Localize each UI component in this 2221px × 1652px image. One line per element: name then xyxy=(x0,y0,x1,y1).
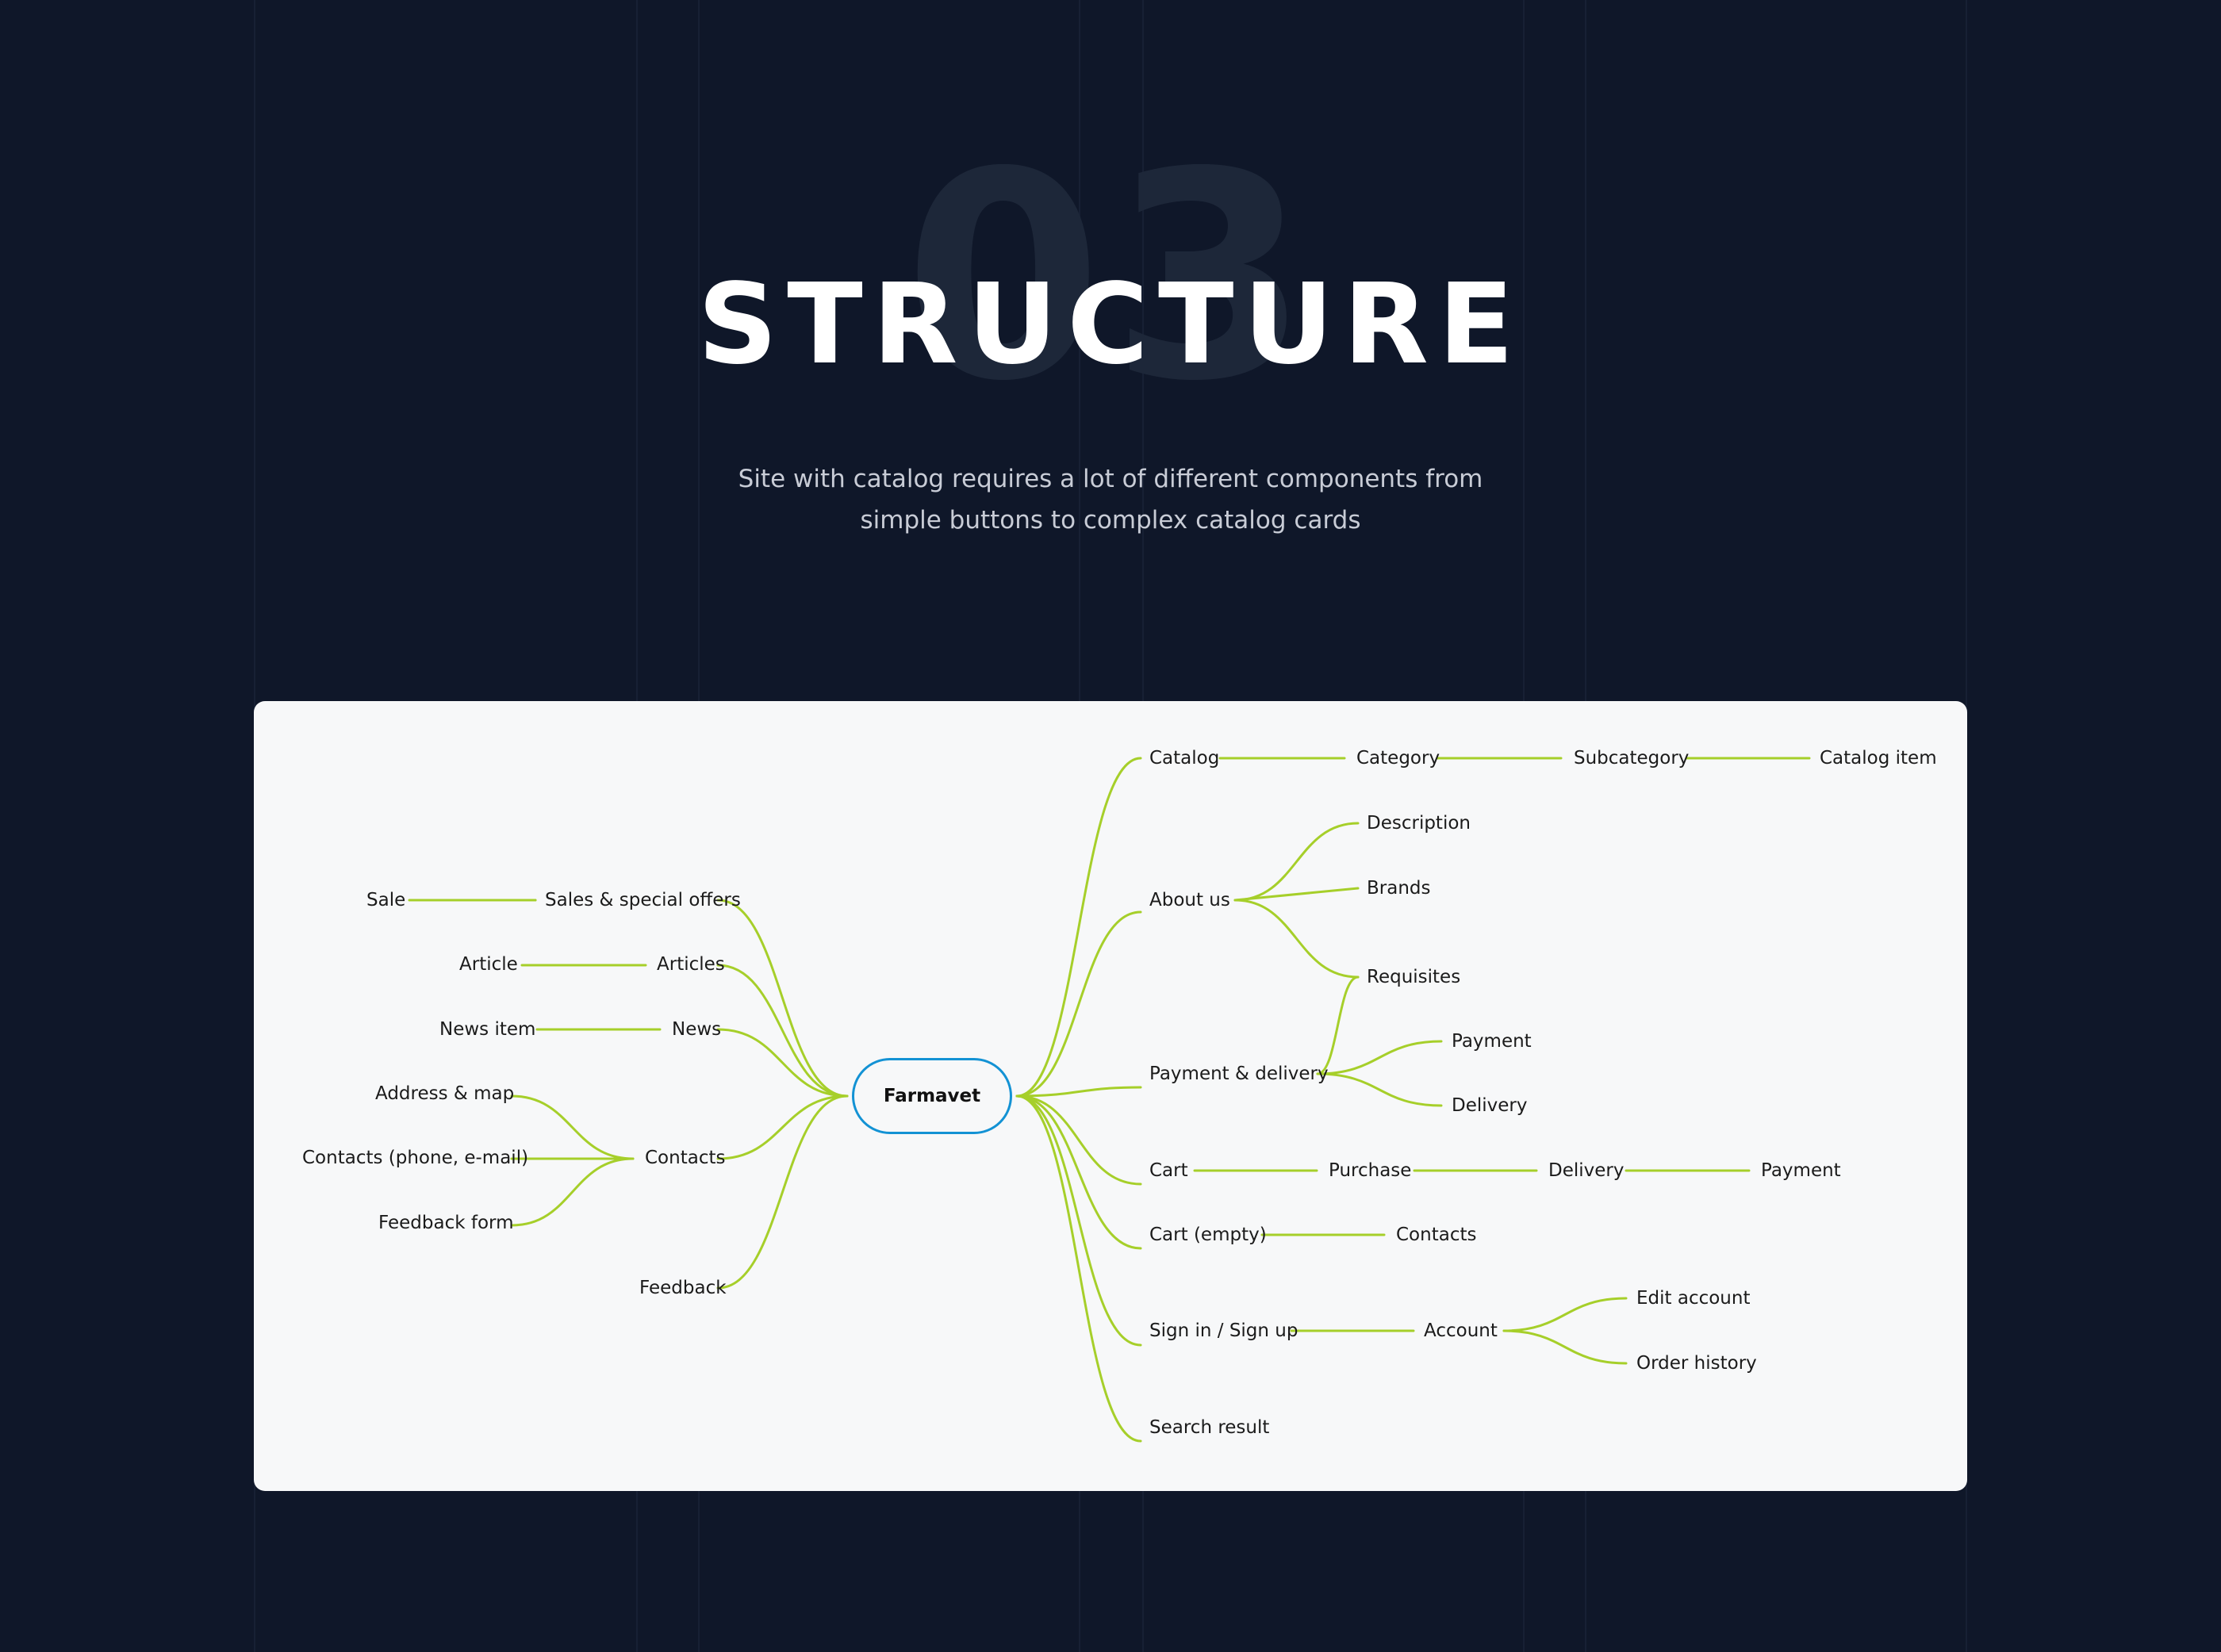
node-news-item: News item xyxy=(439,1019,536,1040)
node-requisites: Requisites xyxy=(1367,967,1461,987)
connector-root-left xyxy=(716,1028,849,1098)
connector-root-right xyxy=(1015,910,1142,1098)
node-about-us: About us xyxy=(1149,890,1230,910)
connector-contacts-child xyxy=(510,1094,635,1160)
node-order-history: Order history xyxy=(1636,1353,1757,1374)
connector-brands xyxy=(1233,887,1360,902)
connector-root-left xyxy=(716,964,849,1098)
node-cart: Cart xyxy=(1149,1160,1188,1181)
connector-root-left xyxy=(716,899,849,1098)
node-brands: Brands xyxy=(1367,878,1431,899)
node-cart-payment: Payment xyxy=(1761,1160,1841,1181)
connector-root-right xyxy=(1015,1094,1142,1347)
connector-root-right xyxy=(1015,1094,1142,1250)
connector-root-right xyxy=(1015,757,1142,1098)
connector-requisites xyxy=(1233,899,1360,979)
node-sale: Sale xyxy=(366,890,406,910)
node-cart-contacts: Contacts xyxy=(1396,1225,1477,1245)
connector-delivery xyxy=(1316,1072,1443,1107)
connector-root-right xyxy=(1015,1094,1142,1186)
node-purchase: Purchase xyxy=(1329,1160,1412,1181)
node-catalog: Catalog xyxy=(1149,748,1220,769)
node-news: News xyxy=(672,1019,722,1040)
node-description: Description xyxy=(1367,813,1471,834)
node-account: Account xyxy=(1424,1320,1498,1341)
node-sales-special-offers: Sales & special offers xyxy=(545,890,741,910)
node-address-map: Address & map xyxy=(375,1083,515,1104)
connector-description xyxy=(1233,822,1360,902)
node-sign-in-sign-up: Sign in / Sign up xyxy=(1149,1320,1298,1341)
node-category: Category xyxy=(1356,748,1440,769)
mindmap-connectors xyxy=(408,757,1811,1443)
node-payment: Payment xyxy=(1452,1031,1532,1052)
node-feedback: Feedback xyxy=(639,1278,727,1298)
node-edit-account: Edit account xyxy=(1636,1288,1751,1309)
node-contacts-phone-email: Contacts (phone, e-mail) xyxy=(302,1148,529,1168)
subtitle-line-2: simple buttons to complex catalog cards xyxy=(860,506,1361,535)
connector-order-history xyxy=(1502,1329,1628,1365)
node-payment-delivery: Payment & delivery xyxy=(1149,1064,1329,1084)
node-articles: Articles xyxy=(657,954,725,975)
node-subcategory: Subcategory xyxy=(1574,748,1690,769)
page-title: STRUCTURE xyxy=(697,260,1524,389)
connector-payment xyxy=(1316,1040,1443,1075)
connector-root-left xyxy=(716,1094,849,1160)
mindmap-panel: Farmavet Sales & special offers Sale Art… xyxy=(254,701,1967,1491)
connector-root-left xyxy=(716,1094,849,1290)
node-feedback-form: Feedback form xyxy=(378,1213,514,1233)
section-number: 03 xyxy=(903,111,1318,443)
node-delivery: Delivery xyxy=(1452,1095,1528,1116)
node-article: Article xyxy=(459,954,518,975)
connector-edit-account xyxy=(1502,1297,1628,1332)
node-contacts: Contacts xyxy=(645,1148,726,1168)
connector-contacts-child xyxy=(510,1157,635,1227)
page-subtitle: Site with catalog requires a lot of diff… xyxy=(714,458,1507,541)
connector-pd-requisites xyxy=(1316,975,1360,1075)
node-cart-delivery: Delivery xyxy=(1548,1160,1625,1181)
node-cart-empty: Cart (empty) xyxy=(1149,1225,1267,1245)
hero-section: 03 STRUCTURE Site with catalog requires … xyxy=(0,0,2221,603)
node-catalog-item: Catalog item xyxy=(1820,748,1937,769)
connector-root-right xyxy=(1015,1094,1142,1443)
root-node: Farmavet xyxy=(852,1058,1012,1134)
node-search-result: Search result xyxy=(1149,1417,1270,1438)
subtitle-line-1: Site with catalog requires a lot of diff… xyxy=(738,465,1483,493)
connector-root-right xyxy=(1015,1086,1142,1098)
